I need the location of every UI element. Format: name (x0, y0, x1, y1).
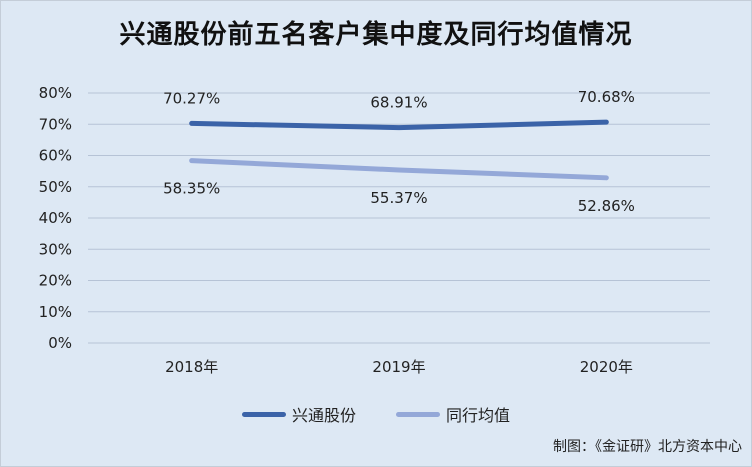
chart-credit: 制图：《金证研》北方资本中心 (553, 439, 742, 455)
data-label: 70.27% (163, 89, 220, 107)
x-tick-label: 2018年 (165, 358, 218, 376)
y-tick-label: 0% (48, 334, 72, 352)
line-chart: 0% 10% 20% 30% 40% 50% 60% 70% 80% 2018年 2019年 2020… (39, 84, 710, 376)
data-label: 68.91% (370, 94, 427, 112)
series-line-1 (189, 119, 609, 131)
y-tick-label: 30% (39, 240, 72, 258)
data-label: 58.35% (163, 180, 220, 198)
x-tick-label: 2019年 (372, 358, 425, 376)
y-tick-label: 50% (39, 178, 72, 196)
y-tick-label: 10% (39, 303, 72, 321)
chart-title: 兴通股份前五名客户集中度及同行均值情况 (119, 20, 633, 50)
legend-label-series1: 兴通股份 (291, 406, 356, 425)
data-label: 70.68% (578, 88, 635, 106)
y-tick-label: 80% (39, 84, 72, 102)
legend-swatch-series1 (241, 411, 286, 417)
y-tick-label: 40% (39, 209, 72, 227)
y-tick-label: 60% (39, 147, 72, 165)
data-label: 55.37% (370, 189, 427, 207)
legend-item-series1: 兴通股份 (241, 402, 356, 426)
y-tick-label: 70% (39, 115, 72, 133)
data-label: 52.86% (578, 197, 635, 215)
chart-legend: 兴通股份 同行均值 (0, 402, 752, 426)
series-line-2 (189, 158, 609, 181)
x-tick-label: 2020年 (580, 358, 633, 376)
legend-swatch-series2 (396, 411, 440, 417)
y-tick-label: 20% (39, 272, 72, 290)
legend-item-series2: 同行均值 (396, 402, 510, 426)
legend-label-series2: 同行均值 (446, 406, 511, 425)
